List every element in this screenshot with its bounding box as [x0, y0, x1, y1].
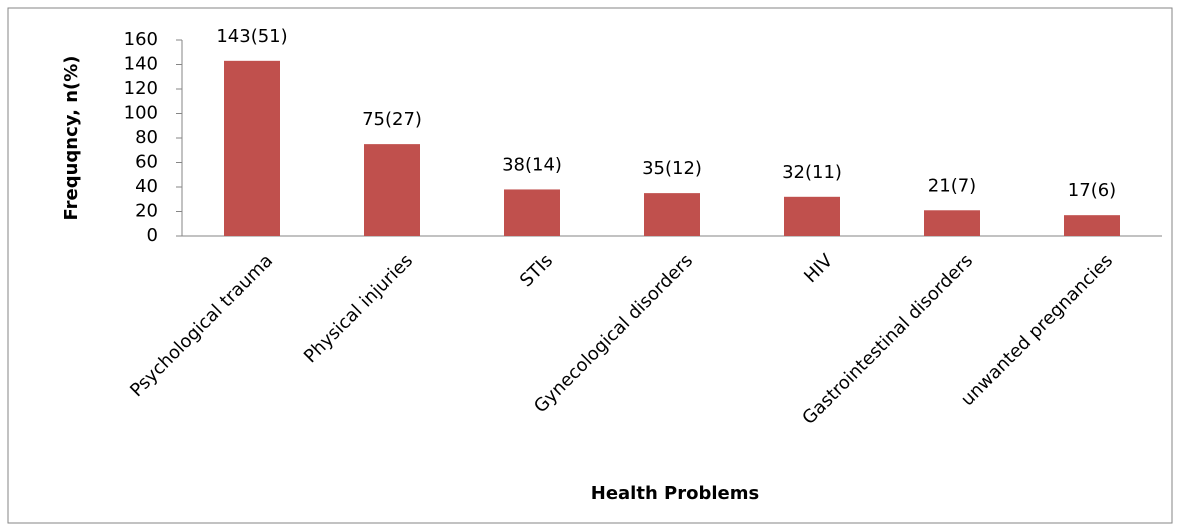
- bar: [924, 210, 980, 236]
- bar: [224, 60, 280, 237]
- y-tick-label: 0: [147, 225, 158, 246]
- bar: [504, 189, 560, 236]
- bar: [644, 193, 700, 236]
- data-label: 143(51): [216, 26, 287, 47]
- y-tick-label: 20: [135, 201, 158, 222]
- data-label: 75(27): [362, 109, 422, 130]
- y-tick-label: 100: [124, 103, 158, 124]
- y-axis-label: Frequqncy, n(%): [61, 55, 82, 220]
- y-tick-label: 160: [124, 29, 158, 50]
- y-tick-label: 40: [135, 176, 158, 197]
- y-tick-label: 140: [124, 54, 158, 75]
- bar: [1064, 215, 1120, 236]
- chart-border: [7, 7, 1173, 524]
- bar: [784, 196, 840, 236]
- data-label: 32(11): [782, 162, 842, 183]
- y-tick-label: 80: [135, 127, 158, 148]
- x-axis-label: Health Problems: [591, 483, 759, 504]
- y-tick-label: 60: [135, 152, 158, 173]
- bar: [364, 144, 420, 236]
- y-tick-label: 120: [124, 78, 158, 99]
- data-label: 17(6): [1068, 180, 1116, 201]
- data-label: 21(7): [928, 175, 976, 196]
- data-label: 35(12): [642, 158, 702, 179]
- data-label: 38(14): [502, 154, 562, 175]
